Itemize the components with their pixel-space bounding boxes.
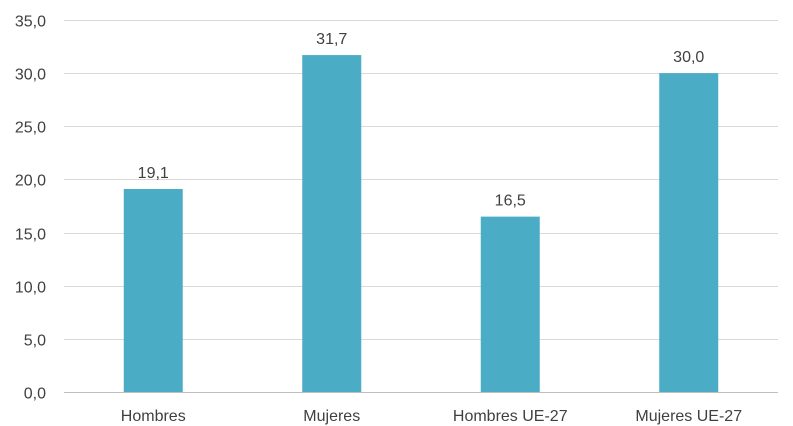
y-axis-tick-labels: 0,0 5,0 10,0 15,0 20,0 25,0 30,0 35,0 [15,14,46,403]
x-tick-label: Hombres [121,408,186,425]
y-tick-label: 30,0 [15,67,46,84]
bar [659,73,719,393]
data-label: 31,7 [316,31,347,48]
y-tick-label: 35,0 [15,14,46,31]
bar [123,188,183,392]
x-axis-tick-labels: Hombres Mujeres Hombres UE-27 Mujeres UE-27 [121,408,742,425]
y-tick-label: 5,0 [24,333,46,350]
x-tick-label: Mujeres [303,408,360,425]
data-label: 19,1 [138,165,169,182]
x-tick-label: Hombres UE-27 [453,408,568,425]
data-label: 16,5 [495,193,526,210]
y-tick-label: 0,0 [24,386,46,403]
y-tick-label: 10,0 [15,280,46,297]
bar [302,55,362,393]
data-label: 30,0 [673,49,704,66]
bars [123,55,719,393]
gridlines [64,20,778,393]
x-tick-label: Mujeres UE-27 [635,408,742,425]
data-labels: 19,1 31,7 16,5 30,0 [138,31,705,210]
y-tick-label: 20,0 [15,173,46,190]
y-tick-label: 25,0 [15,120,46,137]
bar [480,216,540,392]
y-tick-label: 15,0 [15,227,46,244]
